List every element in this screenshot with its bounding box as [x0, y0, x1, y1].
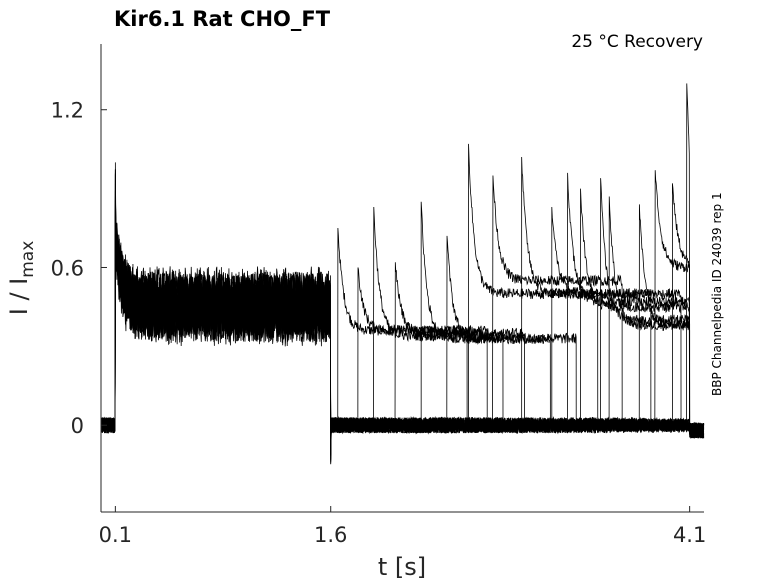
- sweep-18: [100, 83, 705, 444]
- y-tick-label: 0: [71, 414, 84, 438]
- condition-label: 25 °C Recovery: [571, 32, 703, 52]
- y-tick-label: 1.2: [51, 99, 84, 123]
- y-tick-label: 0.6: [51, 256, 84, 280]
- y-ticks: 0 0.6 1.2: [51, 99, 107, 438]
- x-tick-label: 1.6: [314, 523, 347, 547]
- chart-title: Kir6.1 Rat CHO_FT: [114, 7, 331, 31]
- svg-text:I / Imax: I / Imax: [5, 241, 38, 316]
- y-axis-label: I / Imax: [5, 241, 38, 316]
- x-axis-label: t [s]: [378, 553, 426, 581]
- y-axis-label-sub: max: [18, 241, 38, 278]
- x-ticks: 0.1 1.6 4.1: [99, 506, 706, 547]
- y-axis-label-main: I / I: [5, 278, 33, 316]
- axes: 0.1 1.6 4.1 0 0.6 1.2: [51, 44, 706, 547]
- side-label: BBP Channelpedia ID 24039 rep 1: [710, 192, 724, 396]
- x-tick-label: 4.1: [673, 523, 706, 547]
- plot-area: [100, 83, 705, 465]
- x-tick-label: 0.1: [99, 523, 132, 547]
